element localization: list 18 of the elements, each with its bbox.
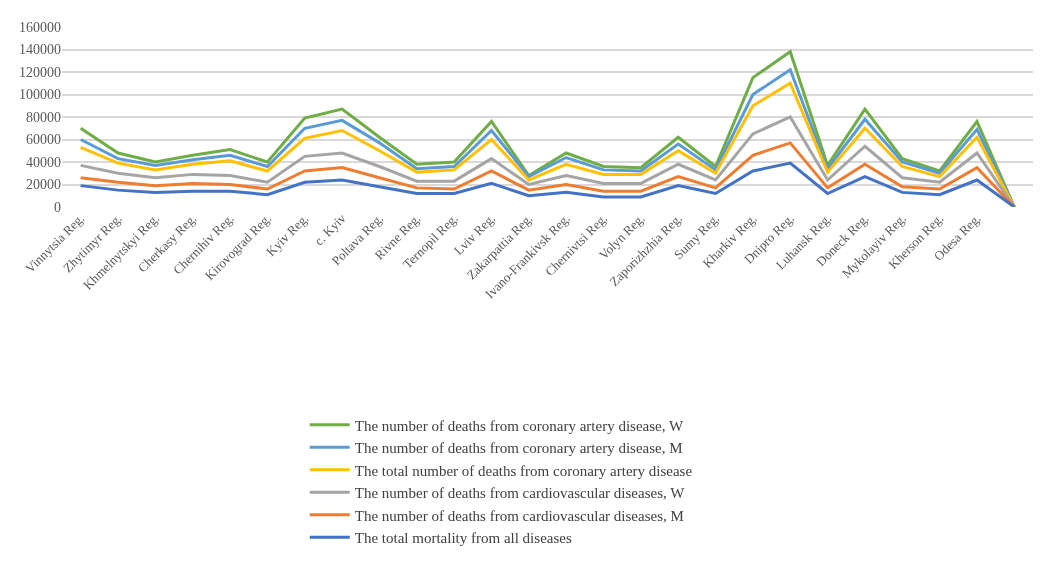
y-tick-label: 120000 xyxy=(19,64,61,80)
legend-label: The number of deaths from coronary artery disease, W xyxy=(354,417,684,434)
legend-label: The total mortality from all diseases xyxy=(354,530,572,547)
y-tick-label: 80000 xyxy=(26,109,61,125)
y-tick-label: 40000 xyxy=(26,154,61,170)
y-tick-label: 20000 xyxy=(26,177,61,193)
y-tick-label: 140000 xyxy=(19,42,61,58)
line-series xyxy=(79,161,1016,207)
y-tick-label: 0 xyxy=(54,199,61,215)
y-tick-label: 60000 xyxy=(26,132,61,148)
legend-label: The number of deaths from coronary artery disease, M xyxy=(354,440,683,457)
y-tick-label: 160000 xyxy=(19,19,61,35)
y-tick-label: 100000 xyxy=(19,87,61,103)
legend-label: The number of deaths from cardiovascular diseases, W xyxy=(354,485,686,502)
legend-label: The number of deaths from cardiovascular diseases, M xyxy=(354,507,684,524)
legend-label: The total number of deaths from coronary artery disease xyxy=(354,462,693,479)
line-series xyxy=(79,141,1016,207)
line-series xyxy=(79,115,1016,207)
